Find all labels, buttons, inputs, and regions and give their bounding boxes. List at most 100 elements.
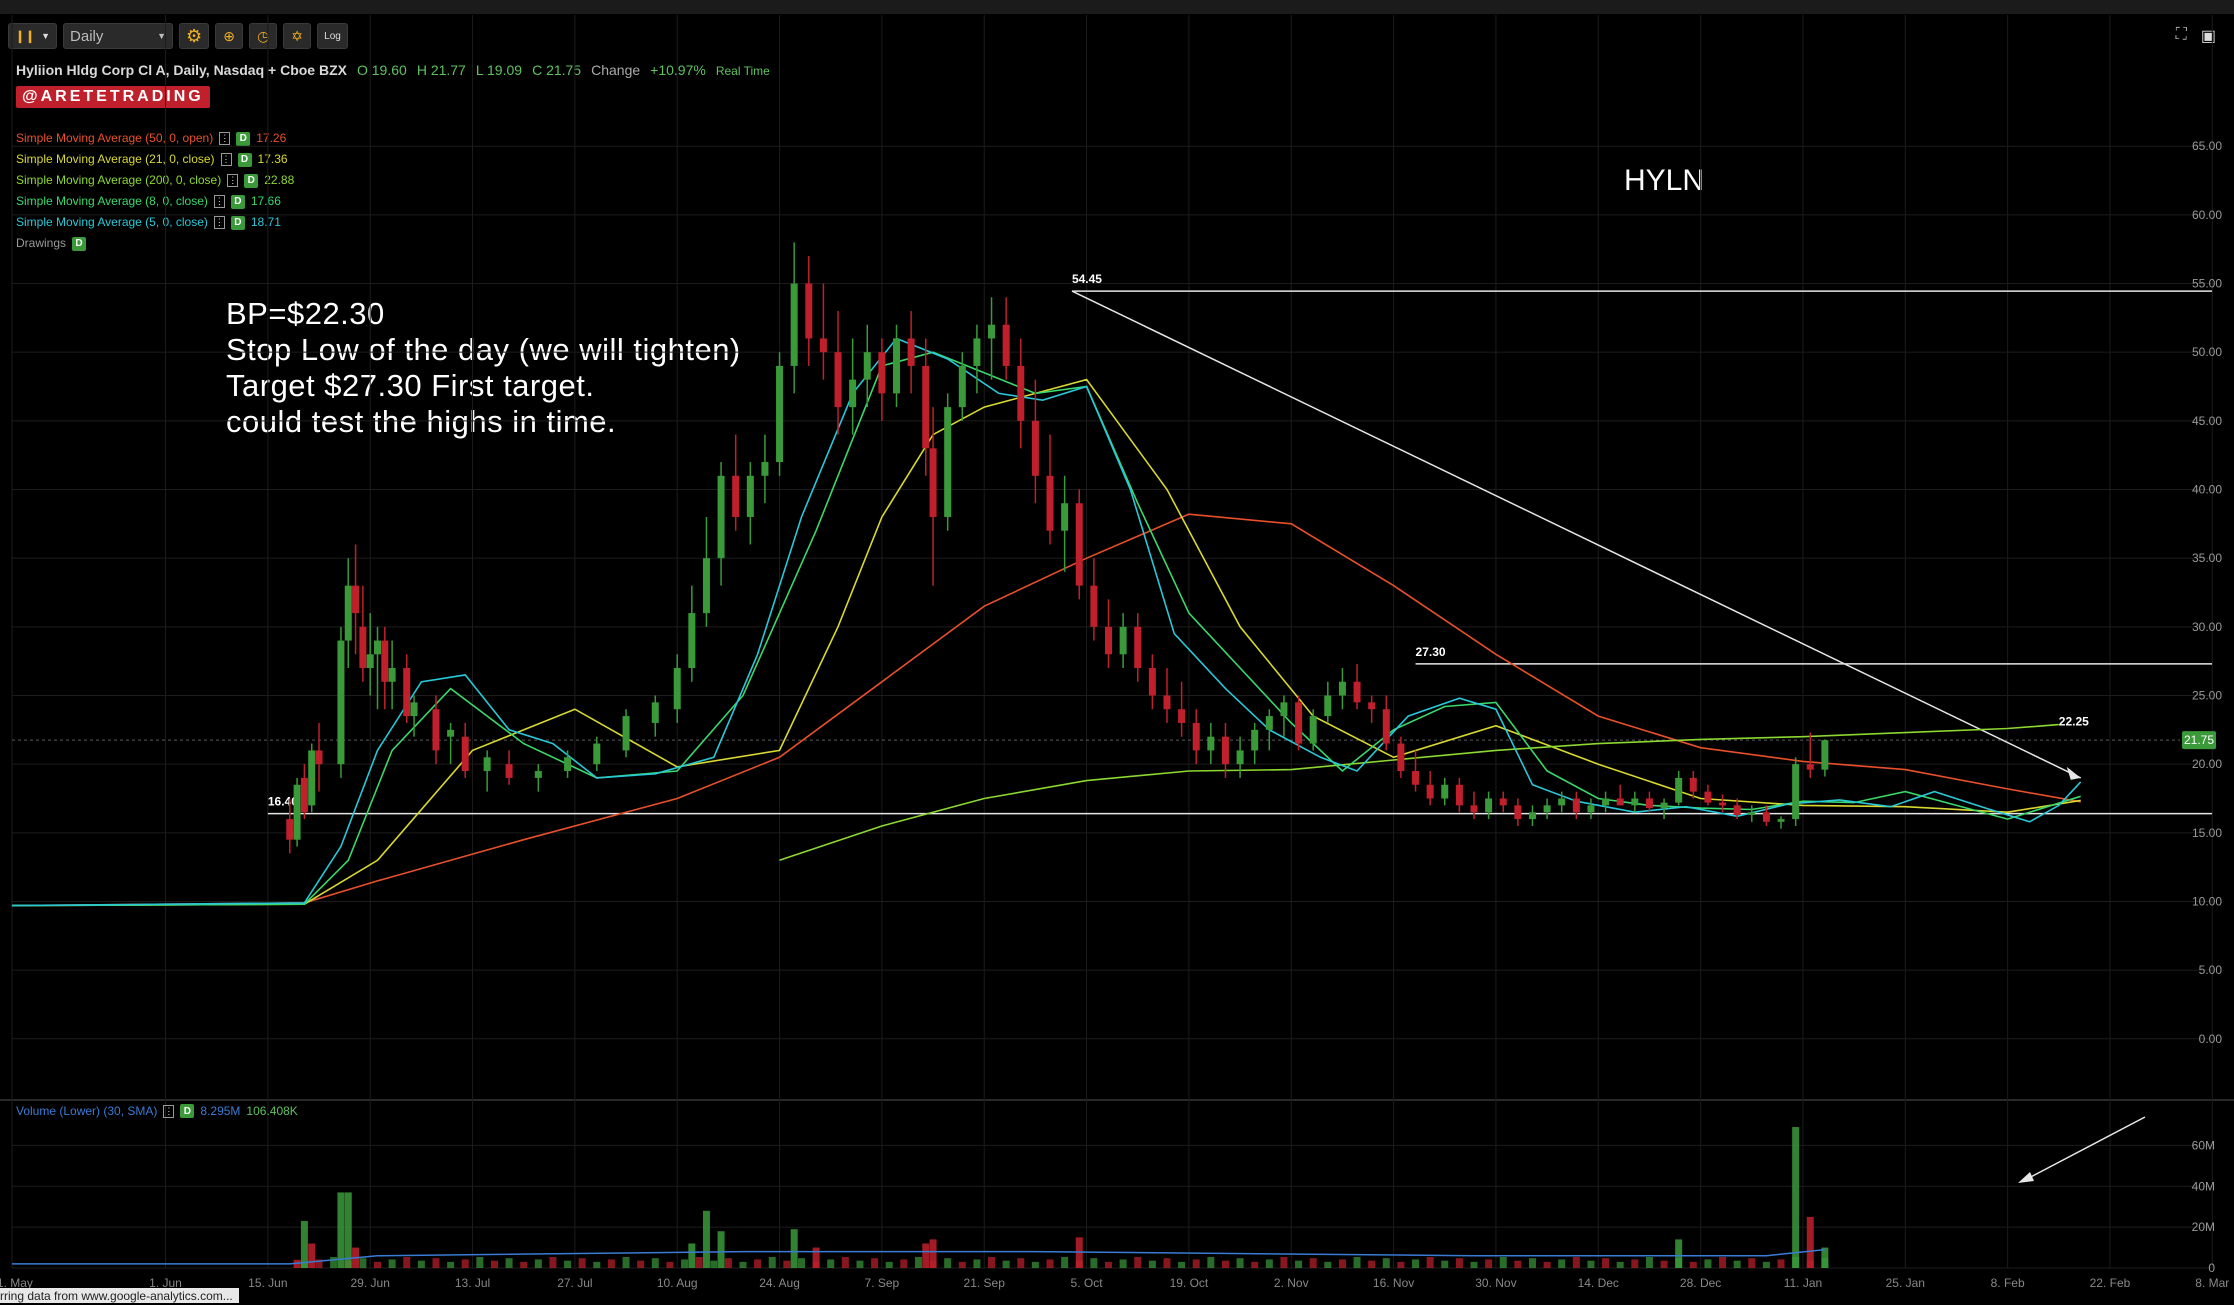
- candle-body: [1558, 798, 1566, 806]
- candle-body: [1280, 702, 1288, 717]
- candle-body: [1733, 805, 1741, 815]
- volume-bar: [1821, 1258, 1829, 1268]
- change-value: +10.97%: [650, 62, 706, 78]
- candle-body: [1163, 695, 1171, 710]
- study-sma-21[interactable]: Simple Moving Average (21, 0, close) ⋮ D…: [16, 149, 294, 170]
- volume-bar: [1470, 1261, 1478, 1268]
- volume-bar: [1236, 1258, 1244, 1268]
- volume-bar: [352, 1247, 360, 1268]
- candle-body: [1543, 805, 1551, 813]
- volume-bar: [754, 1259, 762, 1268]
- candle-body: [1178, 709, 1186, 723]
- study-flag[interactable]: D: [237, 152, 252, 167]
- volume-bar: [578, 1258, 586, 1268]
- study-label: Simple Moving Average (21, 0, close): [16, 152, 215, 166]
- candle-body: [1426, 784, 1434, 799]
- x-tick-label: 28. Dec: [1680, 1276, 1721, 1290]
- candle-body: [403, 668, 411, 717]
- candle-body: [1251, 729, 1259, 751]
- camera-icon[interactable]: ▣: [2200, 28, 2216, 45]
- study-sma-50[interactable]: Simple Moving Average (50, 0, open) ⋮ D …: [16, 128, 294, 149]
- candle-body: [988, 324, 996, 339]
- study-menu-icon[interactable]: ⋮: [219, 132, 231, 145]
- candle-body: [337, 640, 345, 765]
- candle-body: [1514, 805, 1522, 820]
- price-tick-label: 40.00: [2192, 483, 2222, 497]
- study-flag[interactable]: D: [230, 215, 245, 230]
- study-flag[interactable]: D: [180, 1104, 195, 1118]
- x-tick-label: 5. Oct: [1071, 1276, 1104, 1290]
- volume-bar: [1119, 1259, 1127, 1268]
- x-tick-label: 19. Oct: [1170, 1276, 1209, 1290]
- annotation-line: Stop Low of the day (we will tighten): [226, 332, 741, 367]
- study-menu-icon[interactable]: ⋮: [213, 195, 225, 208]
- volume-bar: [1397, 1261, 1405, 1268]
- x-tick-label: 16. Nov: [1373, 1276, 1414, 1290]
- sma-line: [11, 378, 2081, 907]
- candle-body: [505, 764, 513, 778]
- fullscreen-icon[interactable]: ⛶: [2175, 26, 2187, 43]
- candle-body: [300, 777, 308, 813]
- last-price-label: 21.75: [2184, 733, 2214, 747]
- price-tick-label: 30.00: [2192, 620, 2222, 634]
- volume-bar: [827, 1259, 835, 1268]
- study-menu-icon[interactable]: ⋮: [163, 1104, 175, 1118]
- volume-bar: [1572, 1256, 1580, 1268]
- volume-bar: [1426, 1256, 1434, 1268]
- close-value: C 21.75: [532, 62, 582, 78]
- clock-icon: ◷: [257, 27, 270, 44]
- study-flag[interactable]: D: [230, 194, 245, 209]
- volume-bar: [885, 1261, 893, 1268]
- study-menu-icon[interactable]: ⋮: [213, 216, 225, 229]
- study-flag[interactable]: D: [244, 173, 259, 188]
- study-menu-icon[interactable]: ⋮: [220, 153, 232, 166]
- volume-bar: [1675, 1239, 1683, 1268]
- study-value: 22.88: [264, 173, 295, 187]
- volume-bar: [1792, 1127, 1800, 1268]
- trendline: [1071, 290, 2082, 779]
- price-tick-label: 10.00: [2192, 894, 2222, 908]
- study-menu-icon[interactable]: ⋮: [227, 174, 239, 187]
- crosshair-button[interactable]: ⊕: [215, 23, 244, 49]
- timeframe-select[interactable]: Daily ▼: [63, 23, 174, 49]
- drawings-row[interactable]: Drawings D: [16, 233, 294, 254]
- x-tick-label: 15. Jun: [248, 1276, 287, 1290]
- volume-bar: [1353, 1256, 1361, 1268]
- volume-bar: [841, 1256, 849, 1268]
- log-scale-button[interactable]: Log: [317, 23, 348, 49]
- volume-bar: [1368, 1260, 1376, 1268]
- level-label: 27.30: [1416, 645, 1446, 659]
- candle-body: [1719, 802, 1727, 806]
- study-sma-8[interactable]: Simple Moving Average (8, 0, close) ⋮ D …: [16, 191, 294, 212]
- volume-bar: [403, 1256, 411, 1268]
- volume-bar: [1251, 1261, 1259, 1268]
- candle-body: [410, 702, 418, 717]
- x-tick-label: 30. Nov: [1475, 1276, 1516, 1290]
- study-sma-5[interactable]: Simple Moving Average (5, 0, close) ⋮ D …: [16, 212, 294, 233]
- volume-bar: [790, 1229, 798, 1268]
- candle-body: [1616, 798, 1624, 806]
- volume-legend[interactable]: Volume (Lower) (30, SMA) ⋮ D 8.295M 106.…: [16, 1104, 298, 1118]
- candle-body: [1061, 503, 1069, 531]
- price-tick-label: 50.00: [2192, 345, 2222, 359]
- study-sma-200[interactable]: Simple Moving Average (200, 0, close) ⋮ …: [16, 170, 294, 191]
- volume-bar: [1061, 1256, 1069, 1268]
- candle-body: [1090, 585, 1098, 627]
- study-flag[interactable]: D: [72, 236, 87, 251]
- log-label: Log: [324, 30, 341, 42]
- volume-bar: [505, 1258, 513, 1268]
- study-flag[interactable]: D: [236, 131, 251, 146]
- candle-body: [308, 750, 316, 806]
- settings-button[interactable]: ⚙: [179, 23, 210, 49]
- volume-bar: [1821, 1247, 1829, 1268]
- x-tick-label: 25. Jan: [1886, 1276, 1925, 1290]
- chart-style-button[interactable]: ❙❙ ▼: [8, 23, 58, 49]
- x-tick-label: 14. Dec: [1578, 1276, 1619, 1290]
- drawing-tool-button[interactable]: ✡: [283, 23, 312, 49]
- candle-body: [1587, 805, 1595, 813]
- volume-bar: [607, 1259, 615, 1268]
- candle-body: [1499, 798, 1507, 806]
- volume-bar: [768, 1256, 776, 1268]
- clock-button[interactable]: ◷: [249, 23, 278, 49]
